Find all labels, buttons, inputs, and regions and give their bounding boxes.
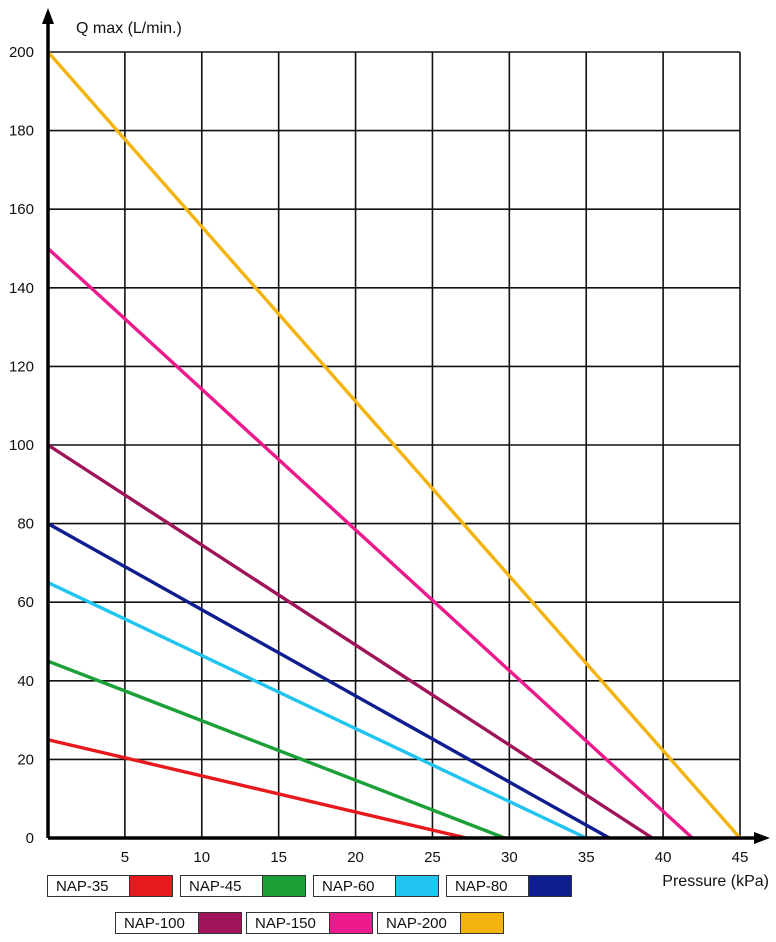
y-axis-title: Q max (L/min.): [76, 20, 182, 37]
y-tick-label: 200: [9, 44, 34, 61]
y-axis-arrow: [42, 8, 54, 24]
y-tick-label: 120: [9, 358, 34, 375]
x-tick-label: 35: [578, 849, 595, 866]
series-line-nap-80: [47, 522, 611, 840]
series-line-nap-60: [47, 581, 587, 840]
y-tick-label: 20: [17, 751, 34, 768]
series-line-nap-150: [46, 247, 694, 840]
y-tick-labels: 0 20 40 60 80 100 120 140 160 180 200: [9, 44, 34, 847]
x-tick-label: 25: [424, 849, 441, 866]
series-line-nap-200: [46, 50, 742, 840]
x-tick-label: 10: [193, 849, 210, 866]
y-tick-label: 40: [17, 673, 34, 690]
y-tick-label: 100: [9, 437, 34, 454]
y-tick-label: 60: [17, 594, 34, 611]
x-axis-title: Pressure (kPa): [662, 873, 769, 890]
series-line-nap-35: [47, 738, 467, 840]
x-tick-label: 5: [121, 849, 129, 866]
y-tick-label: 140: [9, 280, 34, 297]
x-tick-label: 20: [347, 849, 364, 866]
axes: [42, 8, 770, 844]
y-tick-label: 0: [26, 830, 34, 847]
x-tick-label: 15: [270, 849, 287, 866]
x-axis-arrow: [754, 832, 770, 844]
y-tick-label: 160: [9, 201, 34, 218]
x-tick-label: 45: [732, 849, 749, 866]
series-line-nap-45: [47, 659, 506, 840]
x-tick-labels: 5 10 15 20 25 30 35 40 45: [121, 849, 749, 866]
series-lines: [46, 50, 742, 840]
y-tick-label: 180: [9, 123, 34, 140]
x-tick-label: 30: [501, 849, 518, 866]
series-line-nap-100: [47, 443, 654, 840]
y-tick-label: 80: [17, 516, 34, 533]
x-tick-label: 40: [655, 849, 672, 866]
